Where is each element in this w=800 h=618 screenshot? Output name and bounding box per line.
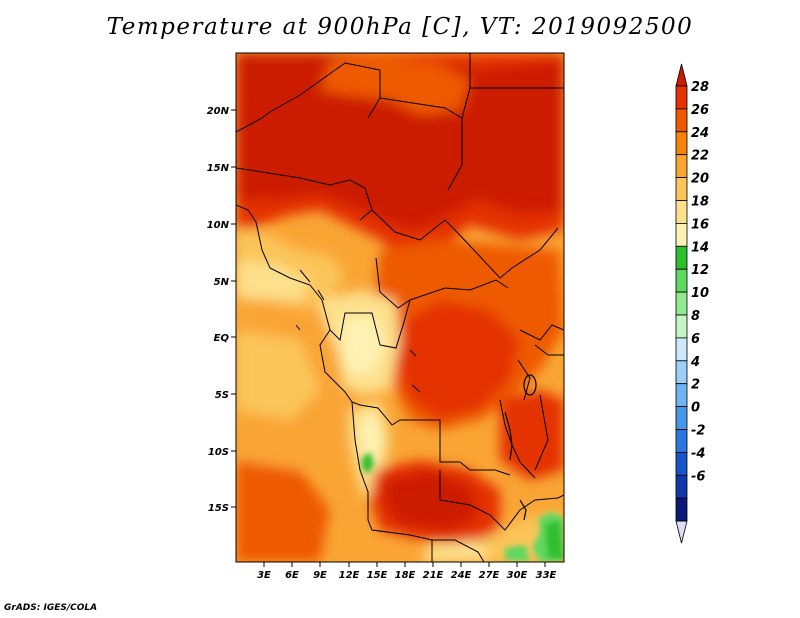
colorbar-swatch bbox=[675, 177, 688, 201]
lon-label-24e: 24E bbox=[451, 570, 472, 581]
lat-label-15n: 15N bbox=[207, 163, 230, 174]
colorbar-swatch bbox=[675, 406, 688, 430]
colorbar-swatch bbox=[675, 383, 688, 408]
temperature-field bbox=[236, 53, 564, 562]
colorbar-swatch bbox=[675, 200, 688, 224]
lat-label-10s: 10S bbox=[208, 447, 229, 458]
colorbar-label: 14 bbox=[691, 240, 709, 255]
colorbar-label: -2 bbox=[691, 424, 705, 439]
lon-label-27e: 27E bbox=[479, 570, 500, 581]
colorbar-swatch bbox=[675, 131, 688, 156]
lat-label-eq: EQ bbox=[214, 333, 230, 344]
grads-credit: GrADS: IGES/COLA bbox=[4, 603, 98, 613]
colorbar-swatch bbox=[675, 222, 688, 247]
colorbar-label: 0 bbox=[691, 401, 700, 416]
colorbar-bottom-arrow bbox=[675, 520, 688, 544]
colorbar-label: 16 bbox=[691, 217, 709, 232]
colorbar-label: 28 bbox=[691, 80, 709, 95]
colorbar-label: 4 bbox=[690, 355, 700, 370]
colorbar-swatch bbox=[675, 108, 688, 133]
plot-title: Temperature at 900hPa [C], VT: 201909250… bbox=[106, 14, 694, 40]
lon-label-18e: 18E bbox=[395, 570, 416, 581]
colorbar-label: 10 bbox=[691, 286, 709, 301]
colorbar-swatch bbox=[675, 291, 688, 316]
lon-label-12e: 12E bbox=[339, 570, 360, 581]
colorbar-label: -6 bbox=[691, 469, 705, 484]
colorbar-swatch bbox=[675, 451, 688, 476]
colorbar-swatch bbox=[675, 85, 688, 110]
colorbar-swatch bbox=[675, 245, 688, 270]
axis-ticks bbox=[231, 109, 546, 567]
colorbar-swatch bbox=[675, 429, 688, 453]
colorbar bbox=[675, 63, 688, 544]
colorbar-label: 20 bbox=[691, 172, 709, 187]
colorbar-swatch bbox=[675, 474, 688, 499]
colorbar-swatch bbox=[675, 337, 688, 362]
colorbar-top-arrow bbox=[675, 63, 688, 87]
lon-label-6e: 6E bbox=[285, 570, 299, 581]
lon-label-9e: 9E bbox=[313, 570, 327, 581]
colorbar-swatch bbox=[675, 268, 688, 293]
colorbar-label: 8 bbox=[691, 309, 700, 324]
lat-label-5n: 5N bbox=[214, 277, 230, 288]
colorbar-label: 24 bbox=[691, 126, 709, 141]
colorbar-swatch bbox=[675, 497, 688, 522]
borders bbox=[236, 53, 564, 562]
colorbar-swatch bbox=[675, 154, 688, 178]
colorbar-label: 2 bbox=[691, 378, 700, 393]
colorbar-label: 26 bbox=[691, 103, 709, 118]
colorbar-label: 12 bbox=[691, 263, 709, 278]
lon-label-30e: 30E bbox=[507, 570, 528, 581]
lat-label-5s: 5S bbox=[215, 390, 229, 401]
colorbar-label: 18 bbox=[691, 195, 709, 210]
lat-label-20n: 20N bbox=[207, 106, 230, 117]
colorbar-label: 22 bbox=[691, 149, 709, 164]
lon-label-3e: 3E bbox=[257, 570, 271, 581]
lat-label-15s: 15S bbox=[208, 503, 229, 514]
lon-label-21e: 21E bbox=[423, 570, 444, 581]
colorbar-swatch bbox=[675, 360, 688, 385]
lon-label-33e: 33E bbox=[536, 570, 557, 581]
colorbar-label: 6 bbox=[691, 332, 700, 347]
colorbar-swatch bbox=[675, 314, 688, 339]
colorbar-label: -4 bbox=[691, 446, 705, 461]
lat-label-10n: 10N bbox=[207, 220, 230, 231]
map-frame bbox=[235, 52, 565, 563]
lon-label-15e: 15E bbox=[367, 570, 388, 581]
